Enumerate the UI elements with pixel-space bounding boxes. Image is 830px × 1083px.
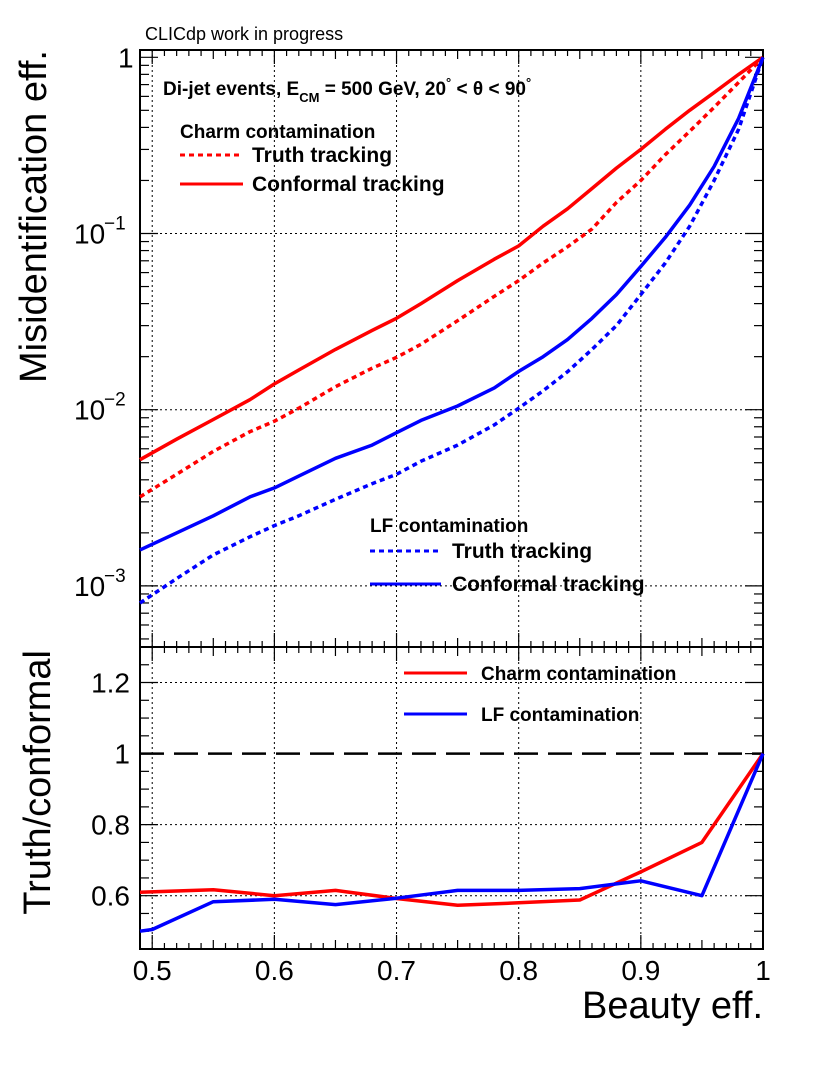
top-y-ticks (140, 56, 763, 640)
top-series-line (139, 56, 765, 499)
top-y-tick-label: 10−3 (74, 566, 126, 602)
bottom-series-line (139, 752, 765, 908)
x-axis-label: Beauty eff. (582, 985, 763, 1027)
top-legend-title: Charm contamination (180, 122, 375, 143)
top-y-axis-label: Misidentification eff. (13, 50, 55, 383)
top-legend-label: Truth tracking (252, 144, 392, 167)
top-series-line (139, 56, 765, 552)
top-y-tick-label: 1 (118, 42, 134, 73)
x-tick-label: 0.8 (499, 955, 538, 986)
top-info-part: CM (299, 90, 319, 105)
bottom-y-tick-label: 0.6 (91, 881, 130, 912)
top-info-part: Di-jet events, E (163, 79, 299, 100)
top-info-part: < θ < 90 (451, 79, 526, 100)
bottom-legend: Charm contamination LF contamination (404, 664, 676, 726)
x-tick-label: 0.5 (133, 955, 172, 986)
top-y-tick-mantissa: 1 (118, 42, 134, 73)
top-legend-label: Truth tracking (452, 540, 592, 563)
bottom-y-axis-label: Truth/conformal (17, 650, 59, 915)
x-tick-label: 0.9 (621, 955, 660, 986)
top-legend-lf: LF contamination Truth tracking Conformal … (370, 516, 645, 596)
top-series-line (139, 55, 765, 462)
top-legend-label: Conformal tracking (252, 173, 445, 196)
top-y-tick-mantissa: 10 (74, 571, 105, 602)
bottom-x-ticks (151, 647, 764, 949)
bottom-legend-label: LF contamination (481, 705, 639, 726)
top-y-tick-exponent: −2 (104, 390, 126, 411)
top-y-tick-exponent: −1 (104, 213, 126, 234)
header-note: CLICdp work in progress (145, 24, 343, 44)
top-legend-title: LF contamination (370, 516, 528, 537)
bottom-series-line (139, 752, 765, 933)
top-y-tick-exponent: −3 (104, 566, 126, 587)
top-info-part: ° (446, 75, 451, 90)
top-y-tick-mantissa: 10 (74, 218, 105, 249)
x-tick-label: 0.7 (377, 955, 416, 986)
bottom-legend-label: Charm contamination (481, 664, 676, 685)
top-series (139, 55, 765, 605)
top-y-tick-label: 10−2 (74, 390, 126, 426)
top-series-line (139, 56, 765, 605)
bottom-y-tick-label: 0.8 (91, 810, 130, 841)
bottom-plot-frame (139, 646, 764, 950)
bottom-series (139, 752, 765, 933)
top-legend-label: Conformal tracking (452, 573, 645, 596)
top-info-label: Di-jet events, ECM = 500 GeV, 20° < θ < … (163, 75, 531, 105)
top-info-part: = 500 GeV, 20 (319, 79, 446, 100)
top-info-part: ° (526, 75, 531, 90)
top-y-tick-mantissa: 10 (74, 395, 105, 426)
bottom-y-tick-label: 1.2 (91, 668, 130, 699)
x-tick-label: 1 (755, 955, 771, 986)
bottom-y-tick-label: 1 (114, 739, 130, 770)
x-tick-label: 0.6 (255, 955, 294, 986)
top-y-tick-label: 10−1 (74, 213, 126, 249)
